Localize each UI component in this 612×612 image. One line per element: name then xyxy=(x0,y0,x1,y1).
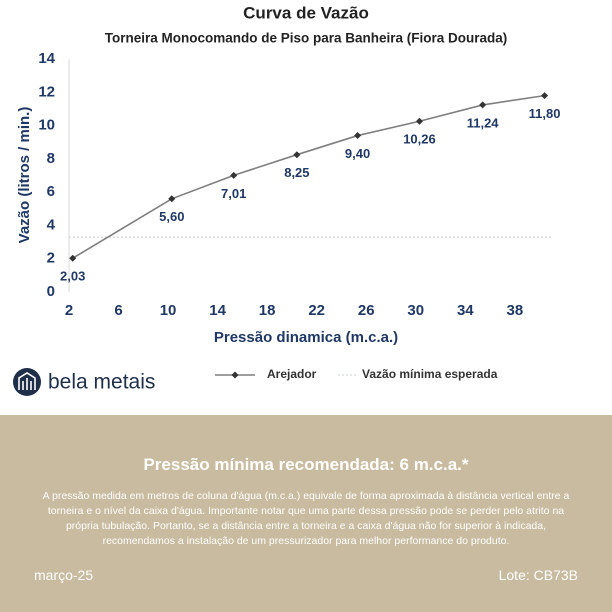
y-tick-label: 2 xyxy=(47,250,55,267)
x-tick-label: 22 xyxy=(308,302,325,319)
data-point xyxy=(415,117,423,125)
x-tick-label: 38 xyxy=(507,302,524,319)
footer-body: A pressão medida em metros de coluna d'á… xyxy=(42,490,570,547)
y-axis-label: Vazão (litros / min.) xyxy=(16,107,33,244)
data-point xyxy=(230,171,238,179)
data-label: 9,40 xyxy=(345,146,370,161)
data-point xyxy=(479,101,487,109)
data-label: 5,60 xyxy=(159,209,184,224)
data-label: 10,26 xyxy=(403,132,436,147)
y-tick-label: 6 xyxy=(47,183,55,200)
x-tick-label: 30 xyxy=(407,302,424,319)
data-label: 8,25 xyxy=(284,165,309,180)
data-label: 11,80 xyxy=(529,106,561,121)
x-tick-label: 10 xyxy=(160,302,177,319)
x-tick-label: 26 xyxy=(358,302,375,319)
footer: Pressão mínima recomendada: 6 m.c.a.* A … xyxy=(0,415,612,612)
chart: Curva de Vazão Torneira Monocomando de P… xyxy=(13,3,561,396)
data-point xyxy=(354,132,362,140)
footer-heading: Pressão mínima recomendada: 6 m.c.a.* xyxy=(143,455,469,474)
data-point xyxy=(293,151,301,159)
legend-marker xyxy=(231,371,239,379)
series-line xyxy=(72,94,545,259)
data-label: 7,01 xyxy=(221,186,246,201)
data-point xyxy=(69,254,77,262)
brand-logo xyxy=(13,368,41,396)
y-tick-label: 4 xyxy=(47,216,56,233)
y-tick-label: 8 xyxy=(47,150,55,167)
y-tick-label: 10 xyxy=(38,117,55,134)
y-tick-label: 12 xyxy=(38,83,55,100)
legend-label: Vazão mínima esperada xyxy=(362,367,498,381)
y-tick-label: 14 xyxy=(38,50,55,67)
chart-subtitle: Torneira Monocomando de Piso para Banhei… xyxy=(105,31,508,46)
chart-title: Curva de Vazão xyxy=(243,3,369,22)
x-axis-label: Pressão dinamica (m.c.a.) xyxy=(214,329,398,346)
data-label: 2,03 xyxy=(60,269,85,284)
x-tick-label: 6 xyxy=(114,302,122,319)
brand-name: bela metais xyxy=(48,371,155,394)
legend-label: Arejador xyxy=(267,367,317,381)
data-label: 11,24 xyxy=(467,115,500,130)
y-tick-label: 0 xyxy=(47,283,55,300)
x-tick-label: 34 xyxy=(457,302,474,319)
x-tick-label: 14 xyxy=(209,302,226,319)
data-point xyxy=(168,195,176,203)
footer-date: março-25 xyxy=(34,567,94,583)
footer-lot: Lote: CB73B xyxy=(498,567,578,583)
x-tick-label: 2 xyxy=(65,302,73,319)
x-tick-label: 18 xyxy=(259,302,276,319)
data-point xyxy=(541,92,549,100)
